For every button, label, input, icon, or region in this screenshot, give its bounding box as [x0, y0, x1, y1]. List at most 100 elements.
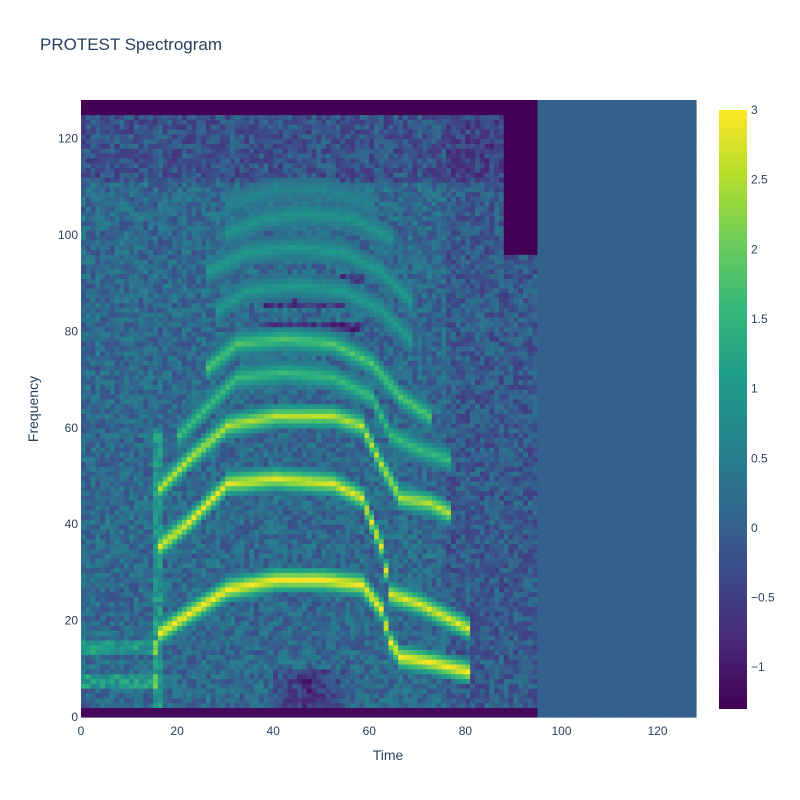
heatmap-cell [114, 283, 121, 289]
heatmap-cell [225, 422, 231, 429]
heatmap-cell [114, 644, 121, 651]
heatmap-cell [196, 610, 202, 617]
heatmap-cell [162, 683, 169, 689]
heatmap-cell [177, 615, 183, 622]
heatmap-cell [129, 509, 135, 516]
heatmap-cell [172, 408, 178, 414]
heatmap-cell [253, 249, 260, 255]
heatmap-cell [95, 596, 101, 602]
heatmap-cell [210, 673, 217, 680]
heatmap-cell [90, 596, 97, 602]
heatmap-cell [249, 519, 255, 525]
heatmap-cell [258, 384, 265, 390]
heatmap-cell [105, 553, 111, 559]
heatmap-cell [148, 138, 154, 144]
heatmap-cell [105, 278, 111, 284]
heatmap-cell [225, 287, 231, 294]
heatmap-cell [249, 215, 255, 222]
heatmap-cell [181, 365, 188, 371]
heatmap-cell [181, 649, 188, 655]
heatmap-cell [105, 316, 111, 323]
heatmap-cell [148, 345, 154, 352]
heatmap-cell [100, 610, 106, 617]
heatmap-cell [234, 201, 241, 207]
heatmap-cell [220, 707, 226, 713]
heatmap-cell [162, 167, 169, 173]
heatmap-cell [109, 312, 116, 318]
heatmap-cell [109, 644, 116, 651]
heatmap-cell [196, 524, 202, 530]
heatmap-cell [186, 683, 193, 689]
heatmap-cell [148, 663, 154, 670]
heatmap-cell [85, 167, 92, 173]
heatmap-cell [105, 162, 111, 169]
heatmap-cell [95, 692, 101, 699]
heatmap-cell [133, 249, 140, 255]
heatmap-cell [244, 601, 250, 607]
heatmap-cell [177, 683, 183, 689]
heatmap-cell [114, 712, 121, 718]
heatmap-cell [85, 514, 92, 520]
heatmap-cell [129, 475, 135, 482]
heatmap-cell [124, 119, 130, 125]
heatmap-cell [244, 263, 250, 270]
heatmap-cell [181, 668, 188, 675]
heatmap-cell [229, 447, 236, 453]
heatmap-cell [85, 109, 92, 116]
heatmap-cell [263, 480, 269, 487]
heatmap-cell [196, 220, 202, 226]
heatmap-cell [90, 297, 97, 304]
heatmap-cell [181, 138, 188, 144]
heatmap-cell [229, 355, 236, 361]
heatmap-cell [172, 596, 178, 602]
heatmap-cell [201, 341, 207, 347]
heatmap-cell [85, 403, 92, 410]
heatmap-cell [148, 447, 154, 453]
heatmap-cell [129, 350, 135, 357]
heatmap-cell [167, 495, 173, 501]
heatmap-cell [90, 606, 97, 612]
heatmap-cell [143, 215, 149, 222]
heatmap-cell [244, 427, 250, 434]
heatmap-cell [167, 360, 173, 366]
heatmap-cell [215, 316, 221, 323]
heatmap-cell [186, 283, 193, 289]
heatmap-cell [234, 471, 241, 477]
heatmap-cell [220, 104, 226, 111]
heatmap-cell [215, 456, 221, 463]
heatmap-cell [177, 524, 183, 530]
heatmap-cell [253, 138, 260, 144]
heatmap-cell [129, 394, 135, 400]
heatmap-cell [263, 582, 269, 588]
heatmap-cell [172, 210, 178, 217]
heatmap-cell [162, 249, 169, 255]
heatmap-cell [181, 133, 188, 140]
heatmap-cell [253, 394, 260, 400]
heatmap-cell [90, 292, 97, 299]
heatmap-cell [215, 567, 221, 573]
heatmap-cell [172, 119, 178, 125]
heatmap-cell [90, 712, 97, 718]
heatmap-cell [225, 437, 231, 443]
heatmap-cell [249, 259, 255, 265]
heatmap-cell [205, 649, 212, 655]
heatmap-cell [225, 234, 231, 241]
heatmap-cell [225, 673, 231, 680]
heatmap-cell [205, 596, 212, 602]
heatmap-cell [100, 157, 106, 164]
heatmap-cell [239, 543, 245, 549]
heatmap-cell [138, 663, 145, 670]
heatmap-cell [225, 230, 231, 236]
heatmap-cell [100, 167, 106, 173]
heatmap-cell [210, 466, 217, 472]
heatmap-cell [153, 451, 159, 458]
heatmap-cell [234, 625, 241, 631]
heatmap-cell [253, 124, 260, 130]
heatmap-cell [234, 427, 241, 434]
heatmap-cell [229, 432, 236, 439]
heatmap-cell [109, 548, 116, 554]
heatmap-cell [114, 345, 121, 352]
heatmap-cell [196, 244, 202, 251]
heatmap-cell [253, 259, 260, 265]
heatmap-cell [95, 225, 101, 231]
